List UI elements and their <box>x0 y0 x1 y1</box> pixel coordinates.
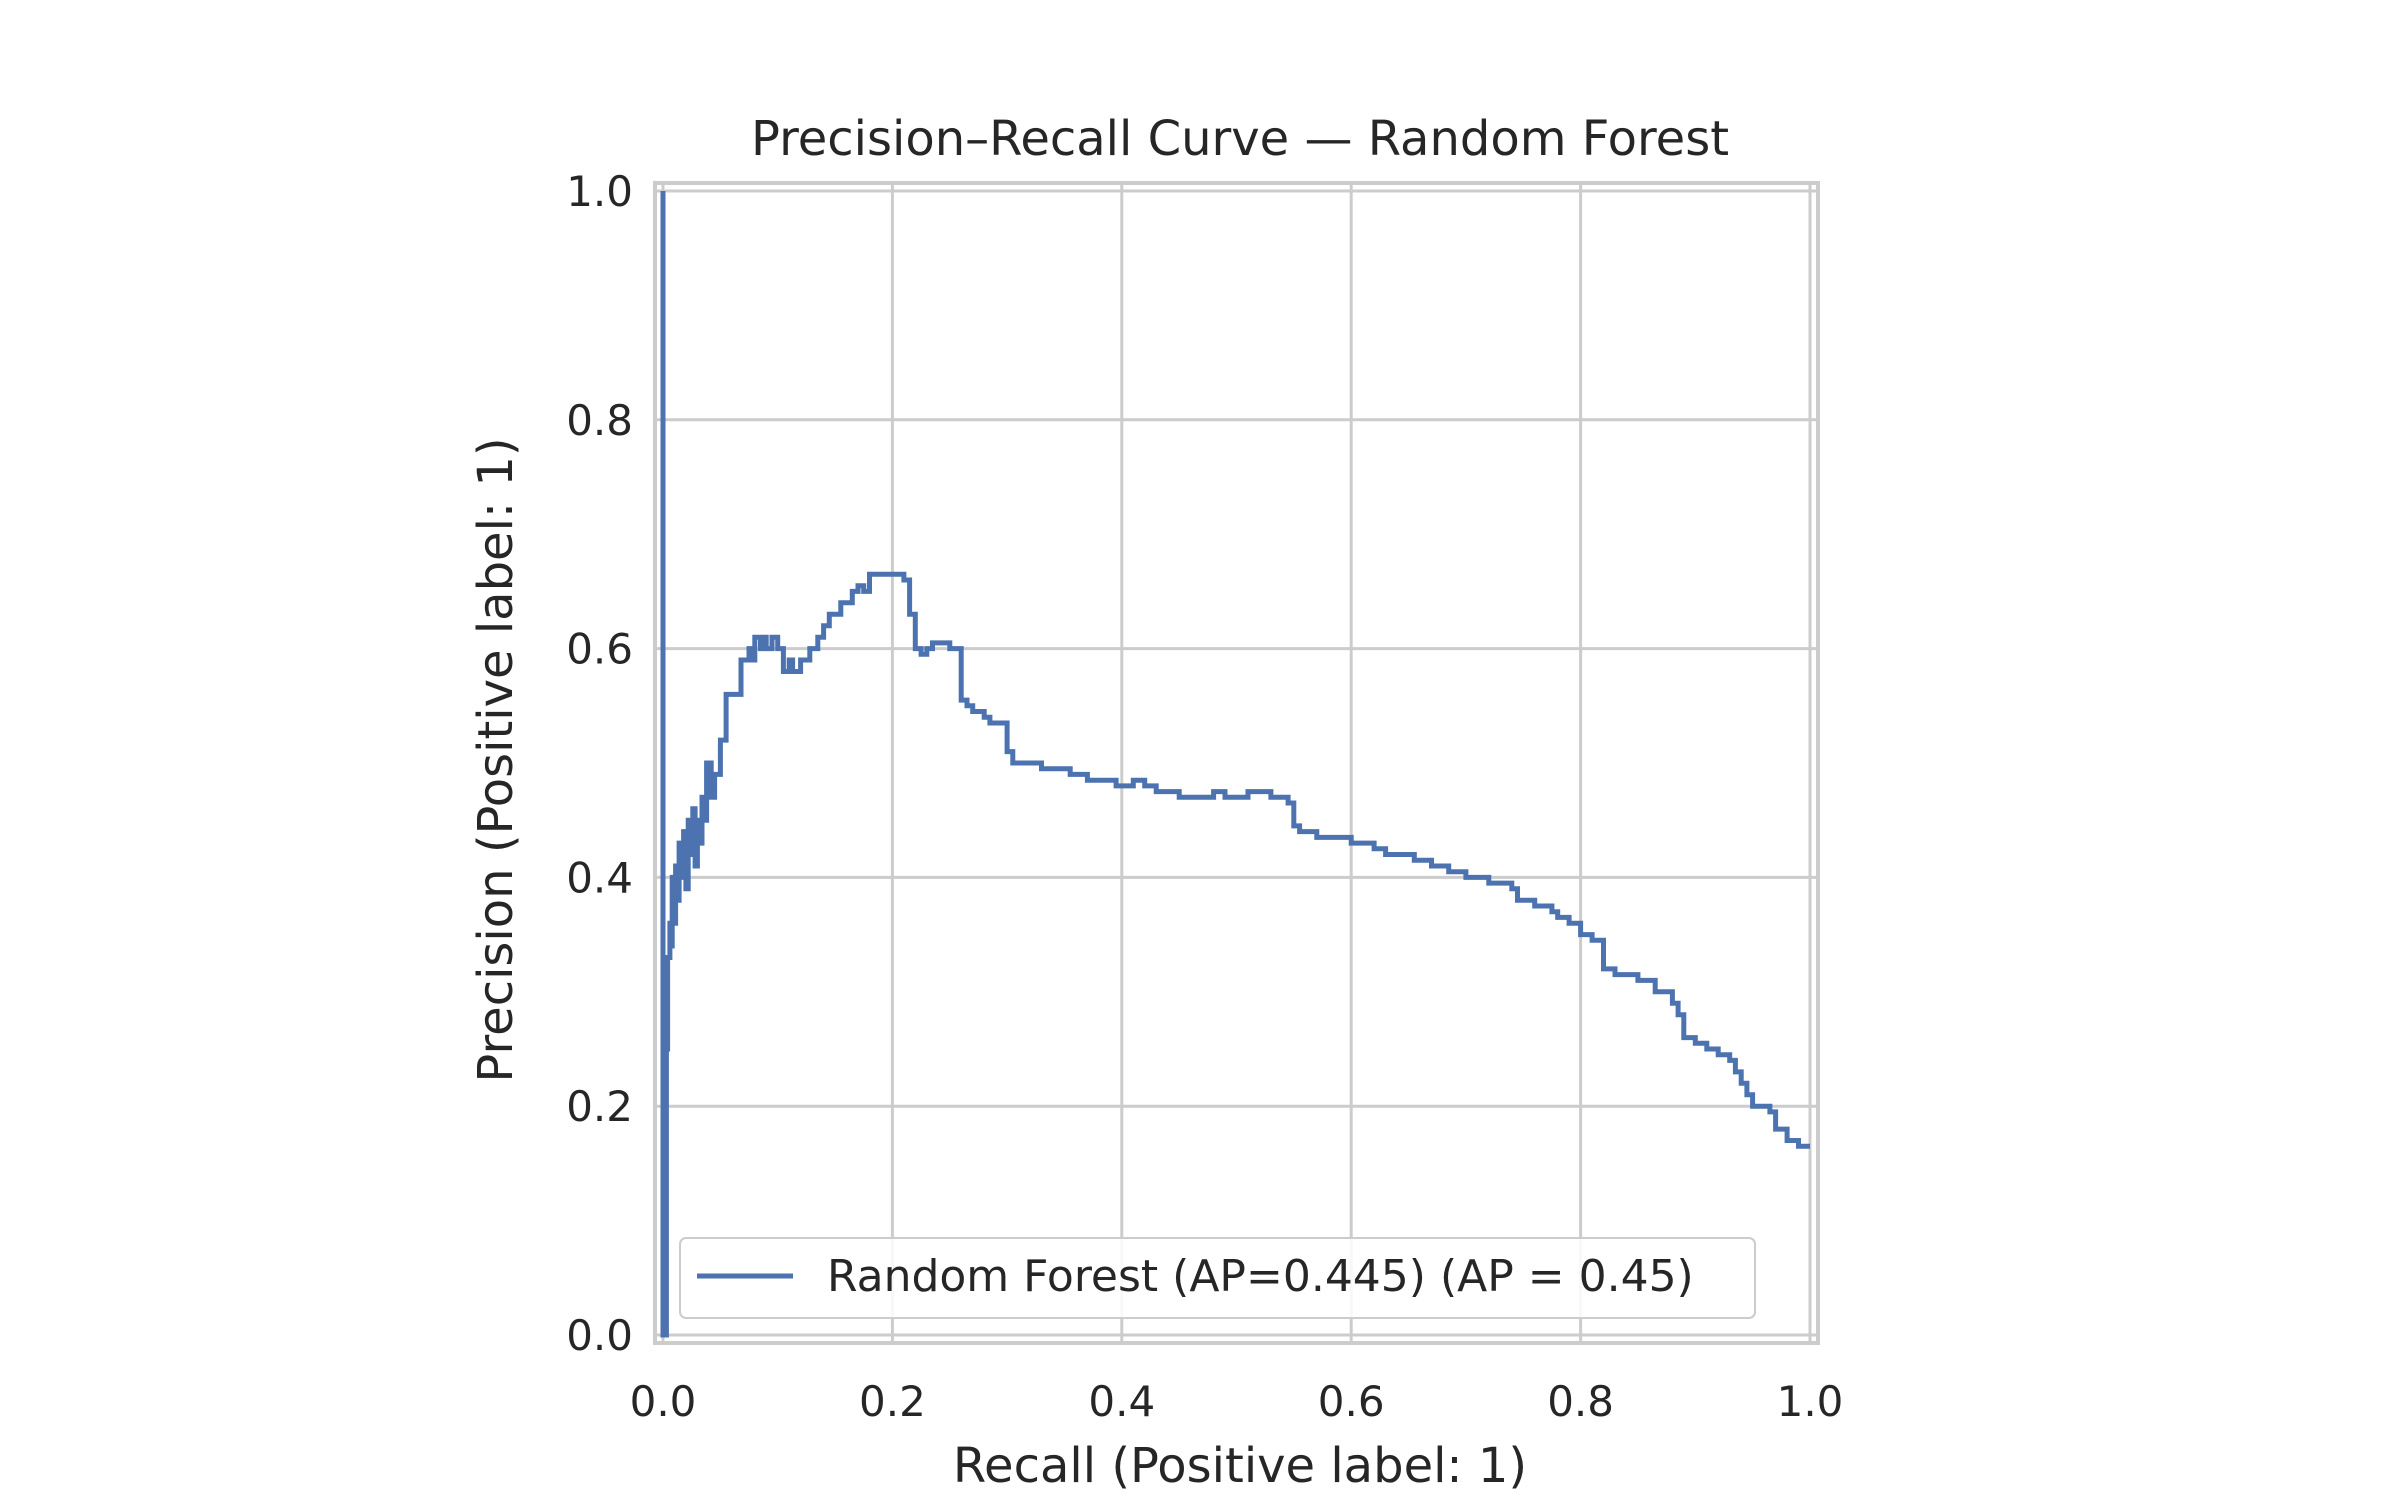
y-tick-label: 0.8 <box>566 396 633 445</box>
y-tick-labels: 0.0 0.2 0.4 0.6 0.8 1.0 <box>566 167 633 1360</box>
legend-box <box>679 1237 1756 1319</box>
x-tick-label: 0.8 <box>1547 1377 1614 1426</box>
x-axis-label: Recall (Positive label: 1) <box>953 1438 1527 1494</box>
x-tick-labels: 0.0 0.2 0.4 0.6 0.8 1.0 <box>630 1377 1844 1426</box>
grid <box>655 183 1818 1343</box>
y-tick-label: 0.2 <box>566 1082 633 1131</box>
legend: Random Forest (AP=0.445) (AP = 0.45) <box>679 1237 1756 1319</box>
x-tick-label: 1.0 <box>1777 1377 1844 1426</box>
y-tick-label: 1.0 <box>566 167 633 216</box>
x-tick-label: 0.6 <box>1318 1377 1385 1426</box>
x-tick-label: 0.4 <box>1088 1377 1155 1426</box>
y-tick-label: 0.4 <box>566 853 633 902</box>
pr-curve-line <box>660 191 1810 1338</box>
y-tick-label: 0.0 <box>566 1311 633 1360</box>
y-axis-label: Precision (Positive label: 1) <box>468 437 524 1082</box>
y-tick-label: 0.6 <box>566 625 633 674</box>
chart-title: Precision–Recall Curve — Random Forest <box>751 111 1729 167</box>
plot-area-frame <box>653 181 1820 1345</box>
x-tick-label: 0.0 <box>630 1377 697 1426</box>
legend-label: Random Forest (AP=0.445) (AP = 0.45) <box>827 1251 1694 1302</box>
x-tick-label: 0.2 <box>859 1377 926 1426</box>
series-layer <box>660 191 1810 1338</box>
